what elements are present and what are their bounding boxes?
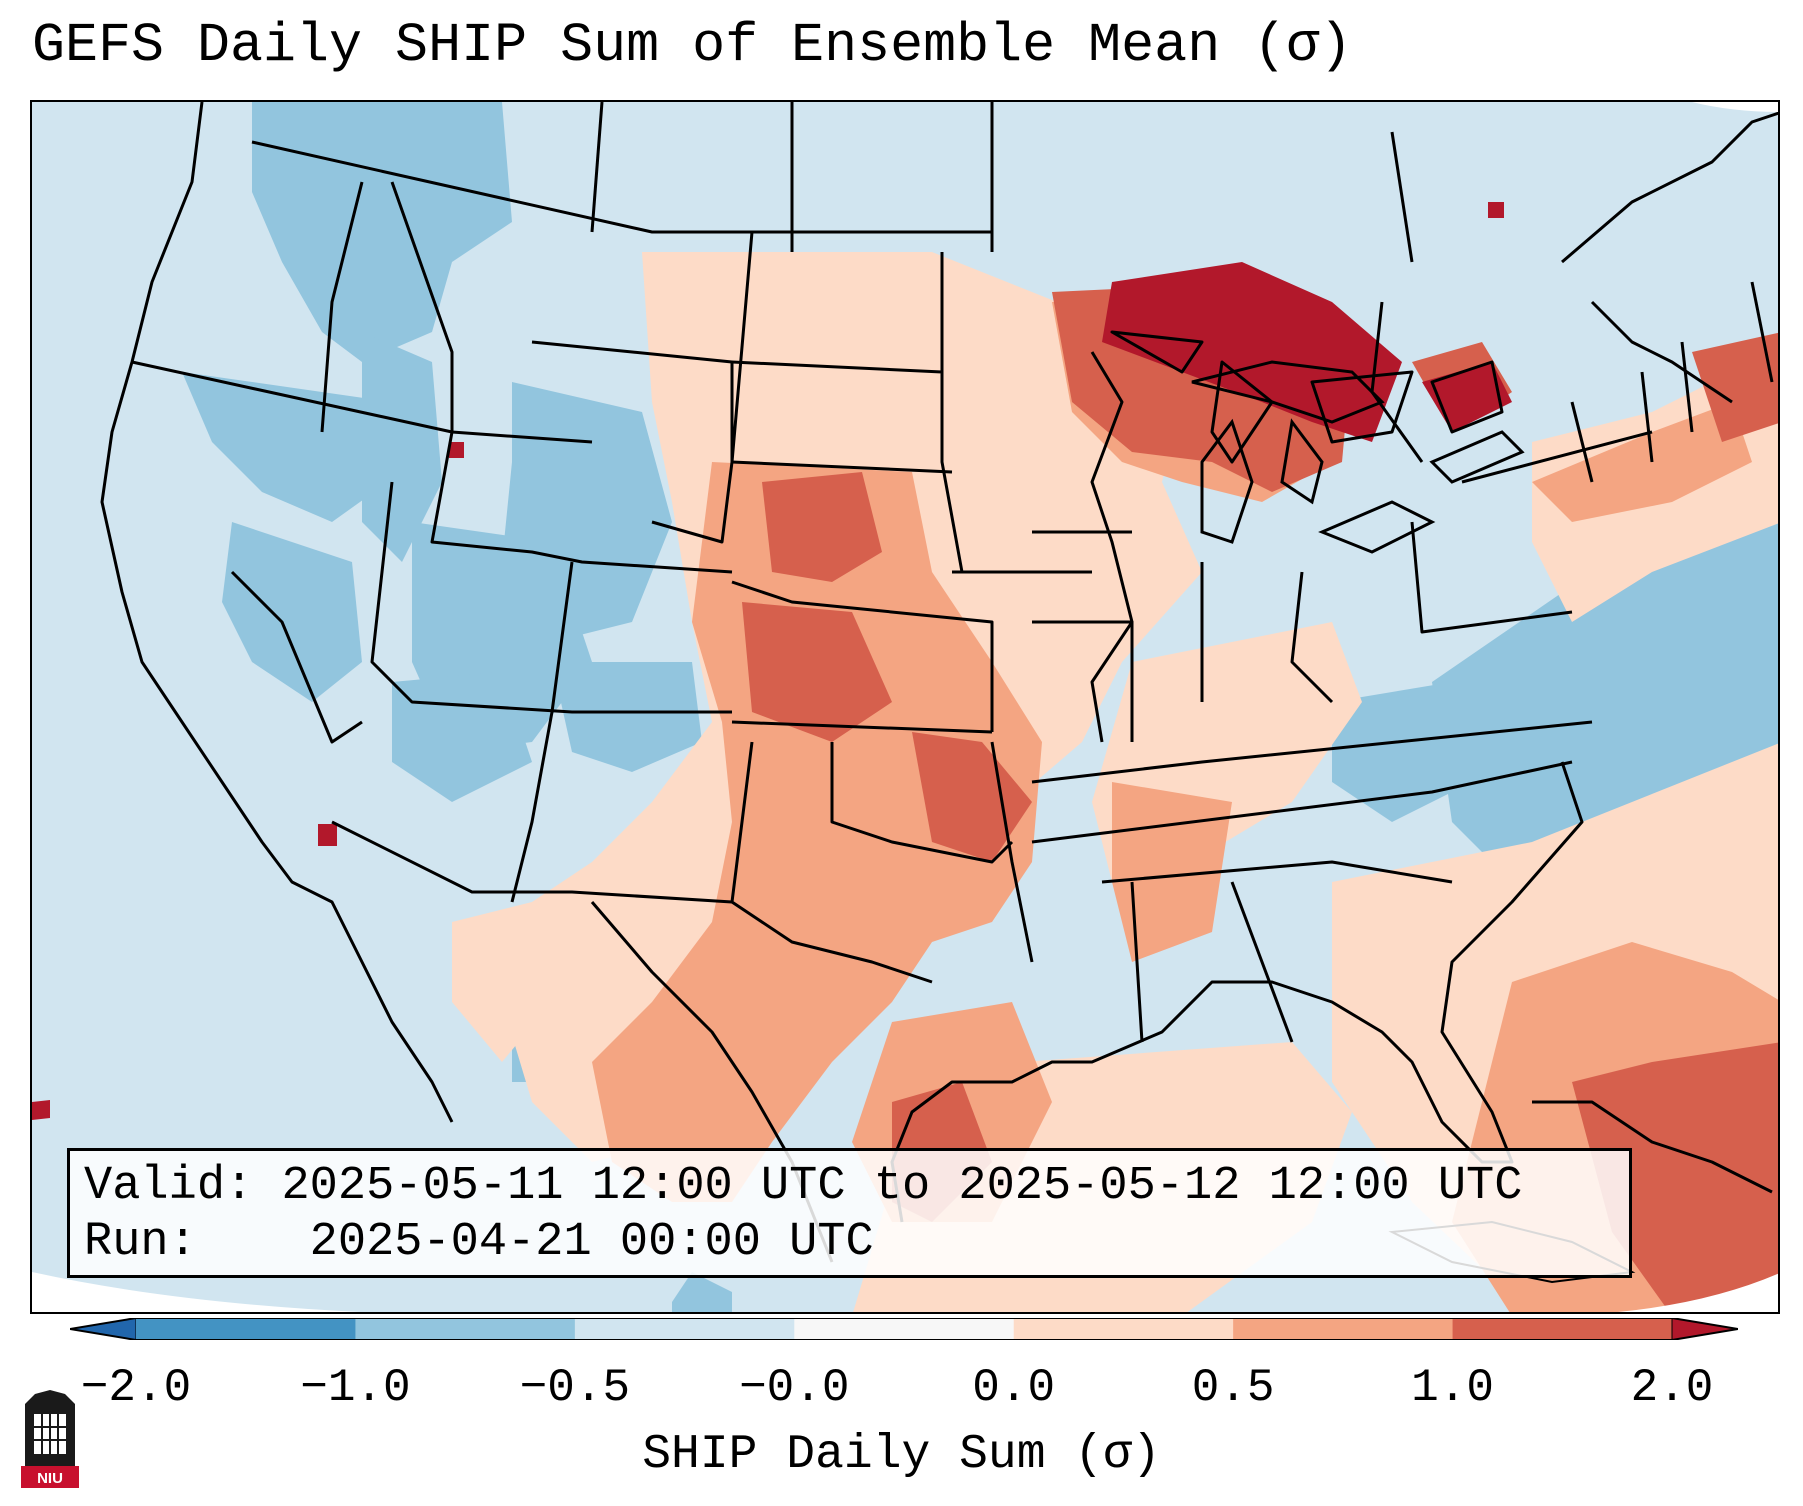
colorbar-tick-label: −0.5 bbox=[519, 1362, 631, 1414]
valid-value: 2025-05-11 12:00 UTC to 2025-05-12 12:00… bbox=[281, 1160, 1523, 1213]
colorbar-extend-high bbox=[1671, 1318, 1738, 1340]
political-boundaries bbox=[100, 102, 1778, 1263]
colorbar-bin bbox=[1452, 1318, 1673, 1340]
colorbar-tick-label: 0.5 bbox=[1191, 1362, 1275, 1414]
colorbar-tick-label: 1.0 bbox=[1411, 1362, 1494, 1414]
colorbar-tick-label: 2.0 bbox=[1630, 1362, 1714, 1414]
run-value: 2025-04-21 00:00 UTC bbox=[309, 1216, 874, 1269]
niu-logo: NIU bbox=[21, 1390, 79, 1488]
colorbar-bin bbox=[1233, 1318, 1454, 1340]
colorbar-label: SHIP Daily Sum (σ) bbox=[642, 1428, 1161, 1482]
colorbar-tick-label: −2.0 bbox=[80, 1362, 192, 1414]
run-line: Run: 2025-04-21 00:00 UTC bbox=[84, 1215, 1615, 1271]
colorbar-tick-label: 0.0 bbox=[972, 1362, 1056, 1414]
valid-line: Valid: 2025-05-11 12:00 UTC to 2025-05-1… bbox=[84, 1159, 1615, 1215]
colorbar-bin bbox=[355, 1318, 576, 1340]
colorbar-extend-low bbox=[70, 1318, 137, 1340]
map-title: GEFS Daily SHIP Sum of Ensemble Mean (σ) bbox=[32, 14, 1353, 77]
great-lakes-outline bbox=[1191, 360, 1525, 554]
run-label: Run: bbox=[84, 1216, 197, 1269]
valid-label: Valid: bbox=[84, 1160, 254, 1213]
colorbar bbox=[70, 1318, 1738, 1340]
colorbar-bin bbox=[794, 1318, 1015, 1340]
logo-text: NIU bbox=[37, 1470, 63, 1487]
colorbar-bin bbox=[1013, 1318, 1234, 1340]
projection-edge-left bbox=[32, 1272, 361, 1312]
info-box: Valid: 2025-05-11 12:00 UTC to 2025-05-1… bbox=[67, 1148, 1632, 1278]
map-canvas bbox=[32, 102, 1778, 1312]
map-panel bbox=[30, 100, 1780, 1314]
colorbar-bin bbox=[136, 1318, 356, 1340]
colorbar-tick-label: −0.0 bbox=[739, 1362, 850, 1414]
colorbar-tick-label: −1.0 bbox=[300, 1362, 411, 1414]
colorbar-bin bbox=[574, 1318, 795, 1340]
projection-edge-right bbox=[1617, 1273, 1778, 1312]
projection-edge-top bbox=[1692, 102, 1778, 112]
